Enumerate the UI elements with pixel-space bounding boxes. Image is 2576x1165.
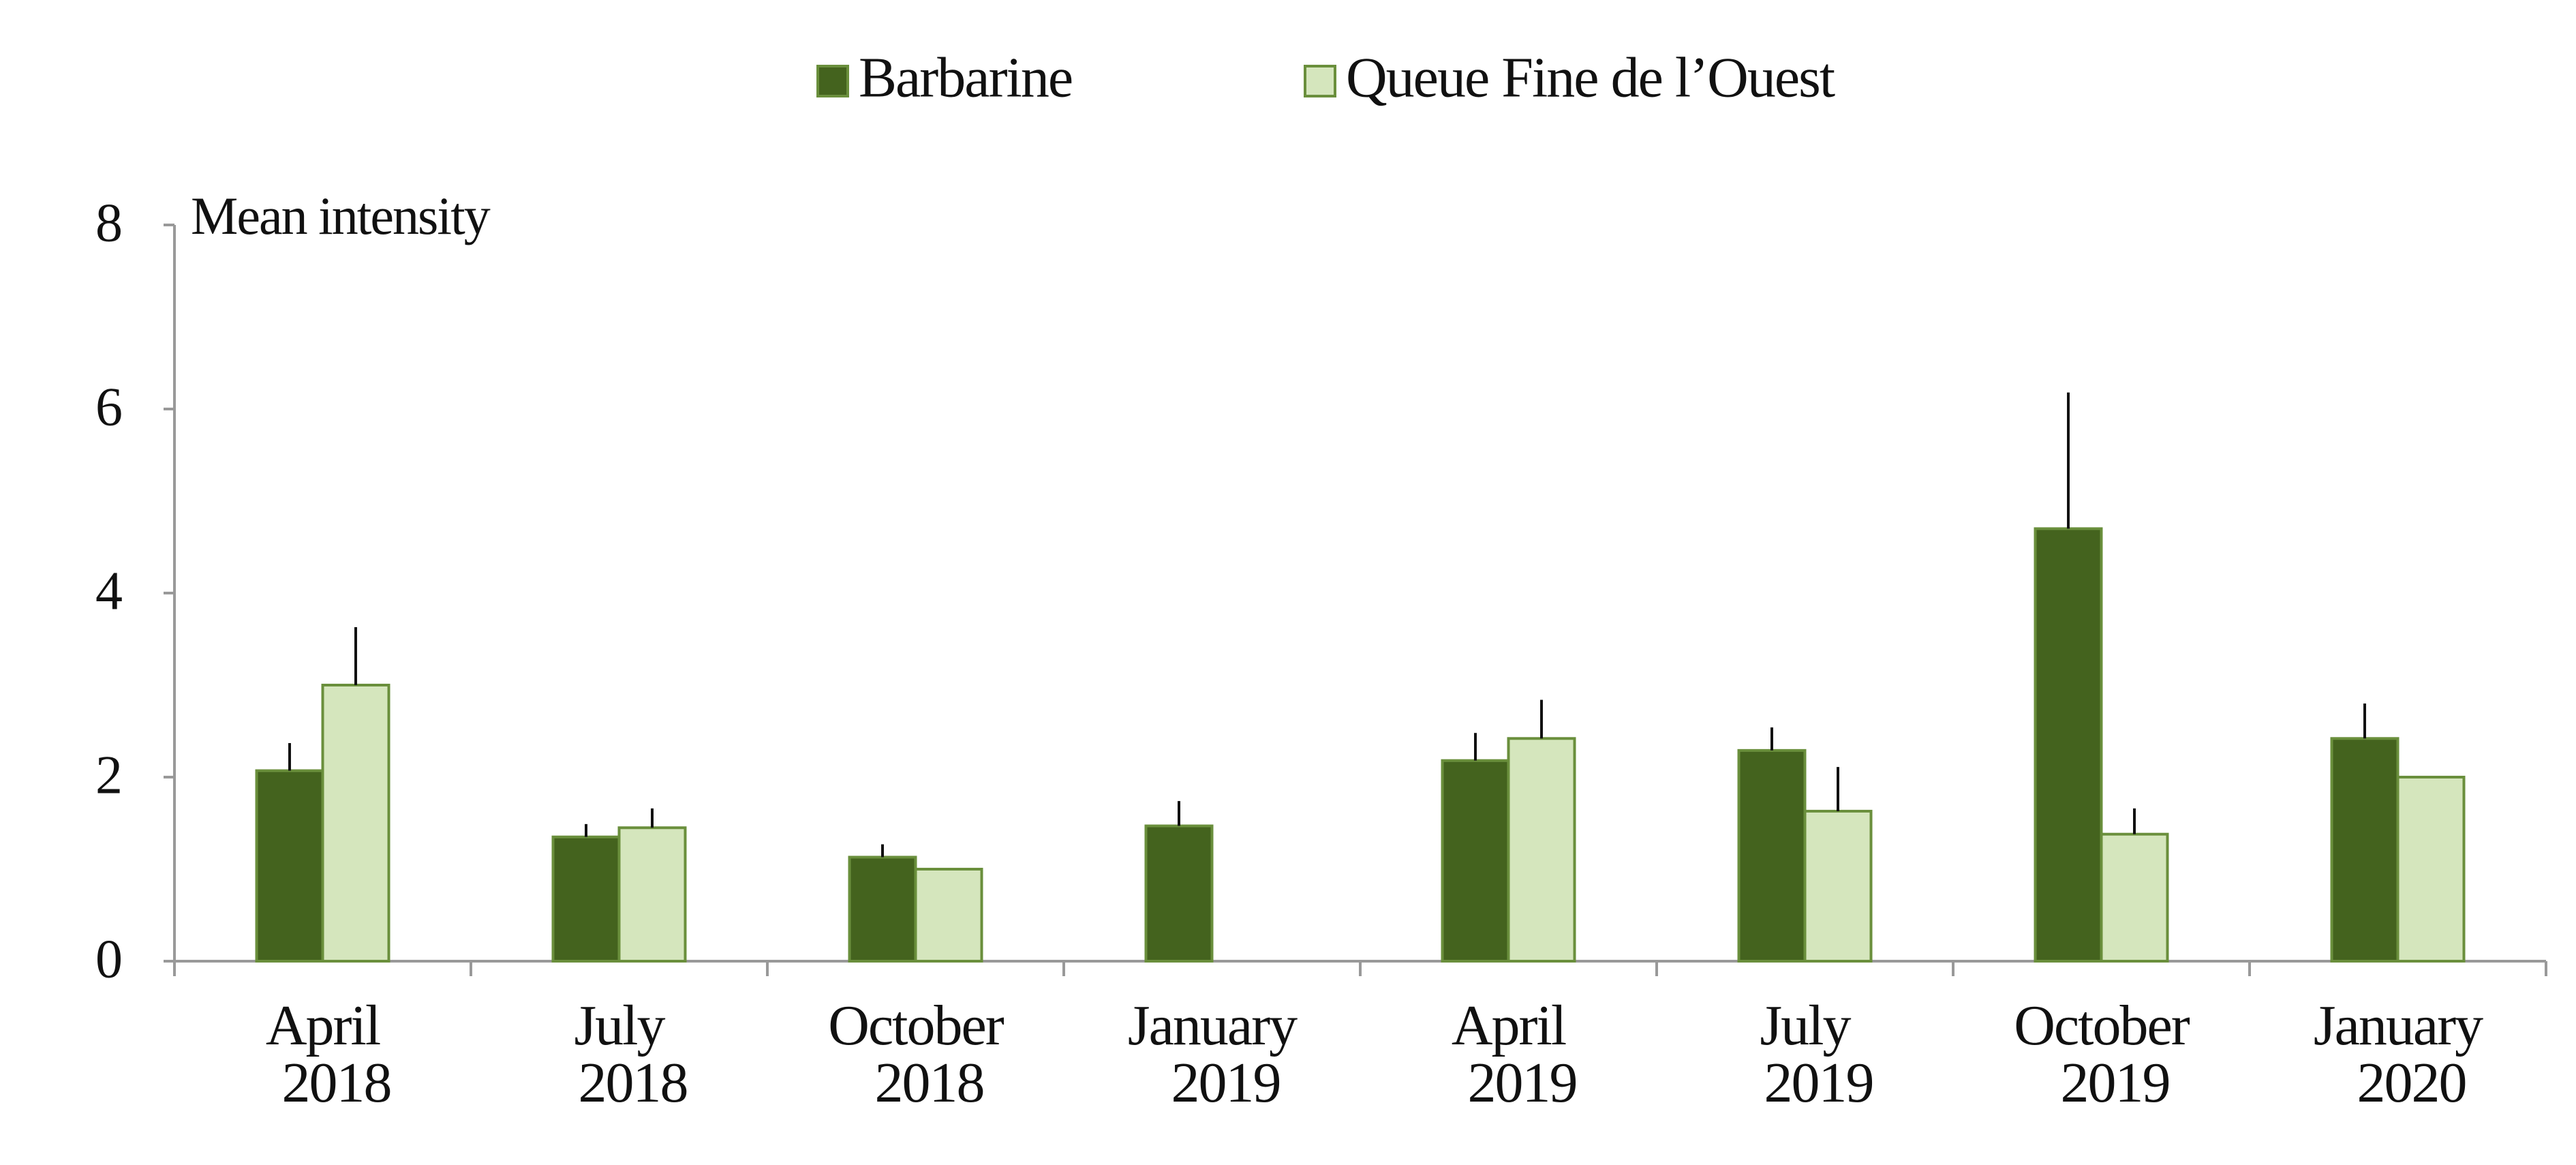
bar <box>848 856 917 963</box>
legend-label: Barbarine <box>859 46 1072 109</box>
x-tick-label: January 2020 <box>2314 994 2483 1115</box>
y-axis-label: Mean intensity <box>191 186 491 245</box>
x-tick-label: July 2018 <box>574 994 687 1115</box>
bar <box>1507 737 1576 963</box>
x-tick-label: April 2018 <box>266 994 391 1115</box>
y-tick-label: 6 <box>95 377 121 437</box>
legend-swatch <box>1304 65 1336 97</box>
bar <box>2330 737 2399 963</box>
bar <box>2396 776 2466 963</box>
bar <box>914 868 983 963</box>
y-tick-label: 2 <box>95 745 121 805</box>
bar <box>321 684 390 963</box>
x-tick-label: January 2019 <box>1128 994 1298 1115</box>
x-tick-label: April 2019 <box>1452 994 1577 1115</box>
y-tick-label: 4 <box>95 561 122 621</box>
bar <box>1144 824 1214 963</box>
legend-swatch <box>816 65 849 97</box>
x-tick-label: October 2019 <box>2014 994 2190 1115</box>
bar <box>1441 759 1510 963</box>
bar <box>1737 748 1807 963</box>
bar <box>551 835 621 963</box>
x-tick-label: July 2019 <box>1760 994 1873 1115</box>
bar <box>617 826 687 963</box>
x-tick-label: October 2018 <box>828 994 1005 1115</box>
bar <box>2100 832 2169 963</box>
y-tick-label: 8 <box>95 193 121 253</box>
y-tick-label: 0 <box>95 929 121 989</box>
bar <box>1803 809 1873 963</box>
bar <box>255 769 324 963</box>
bar <box>2034 527 2103 963</box>
legend-label: Queue Fine de l’Ouest <box>1346 46 1835 109</box>
